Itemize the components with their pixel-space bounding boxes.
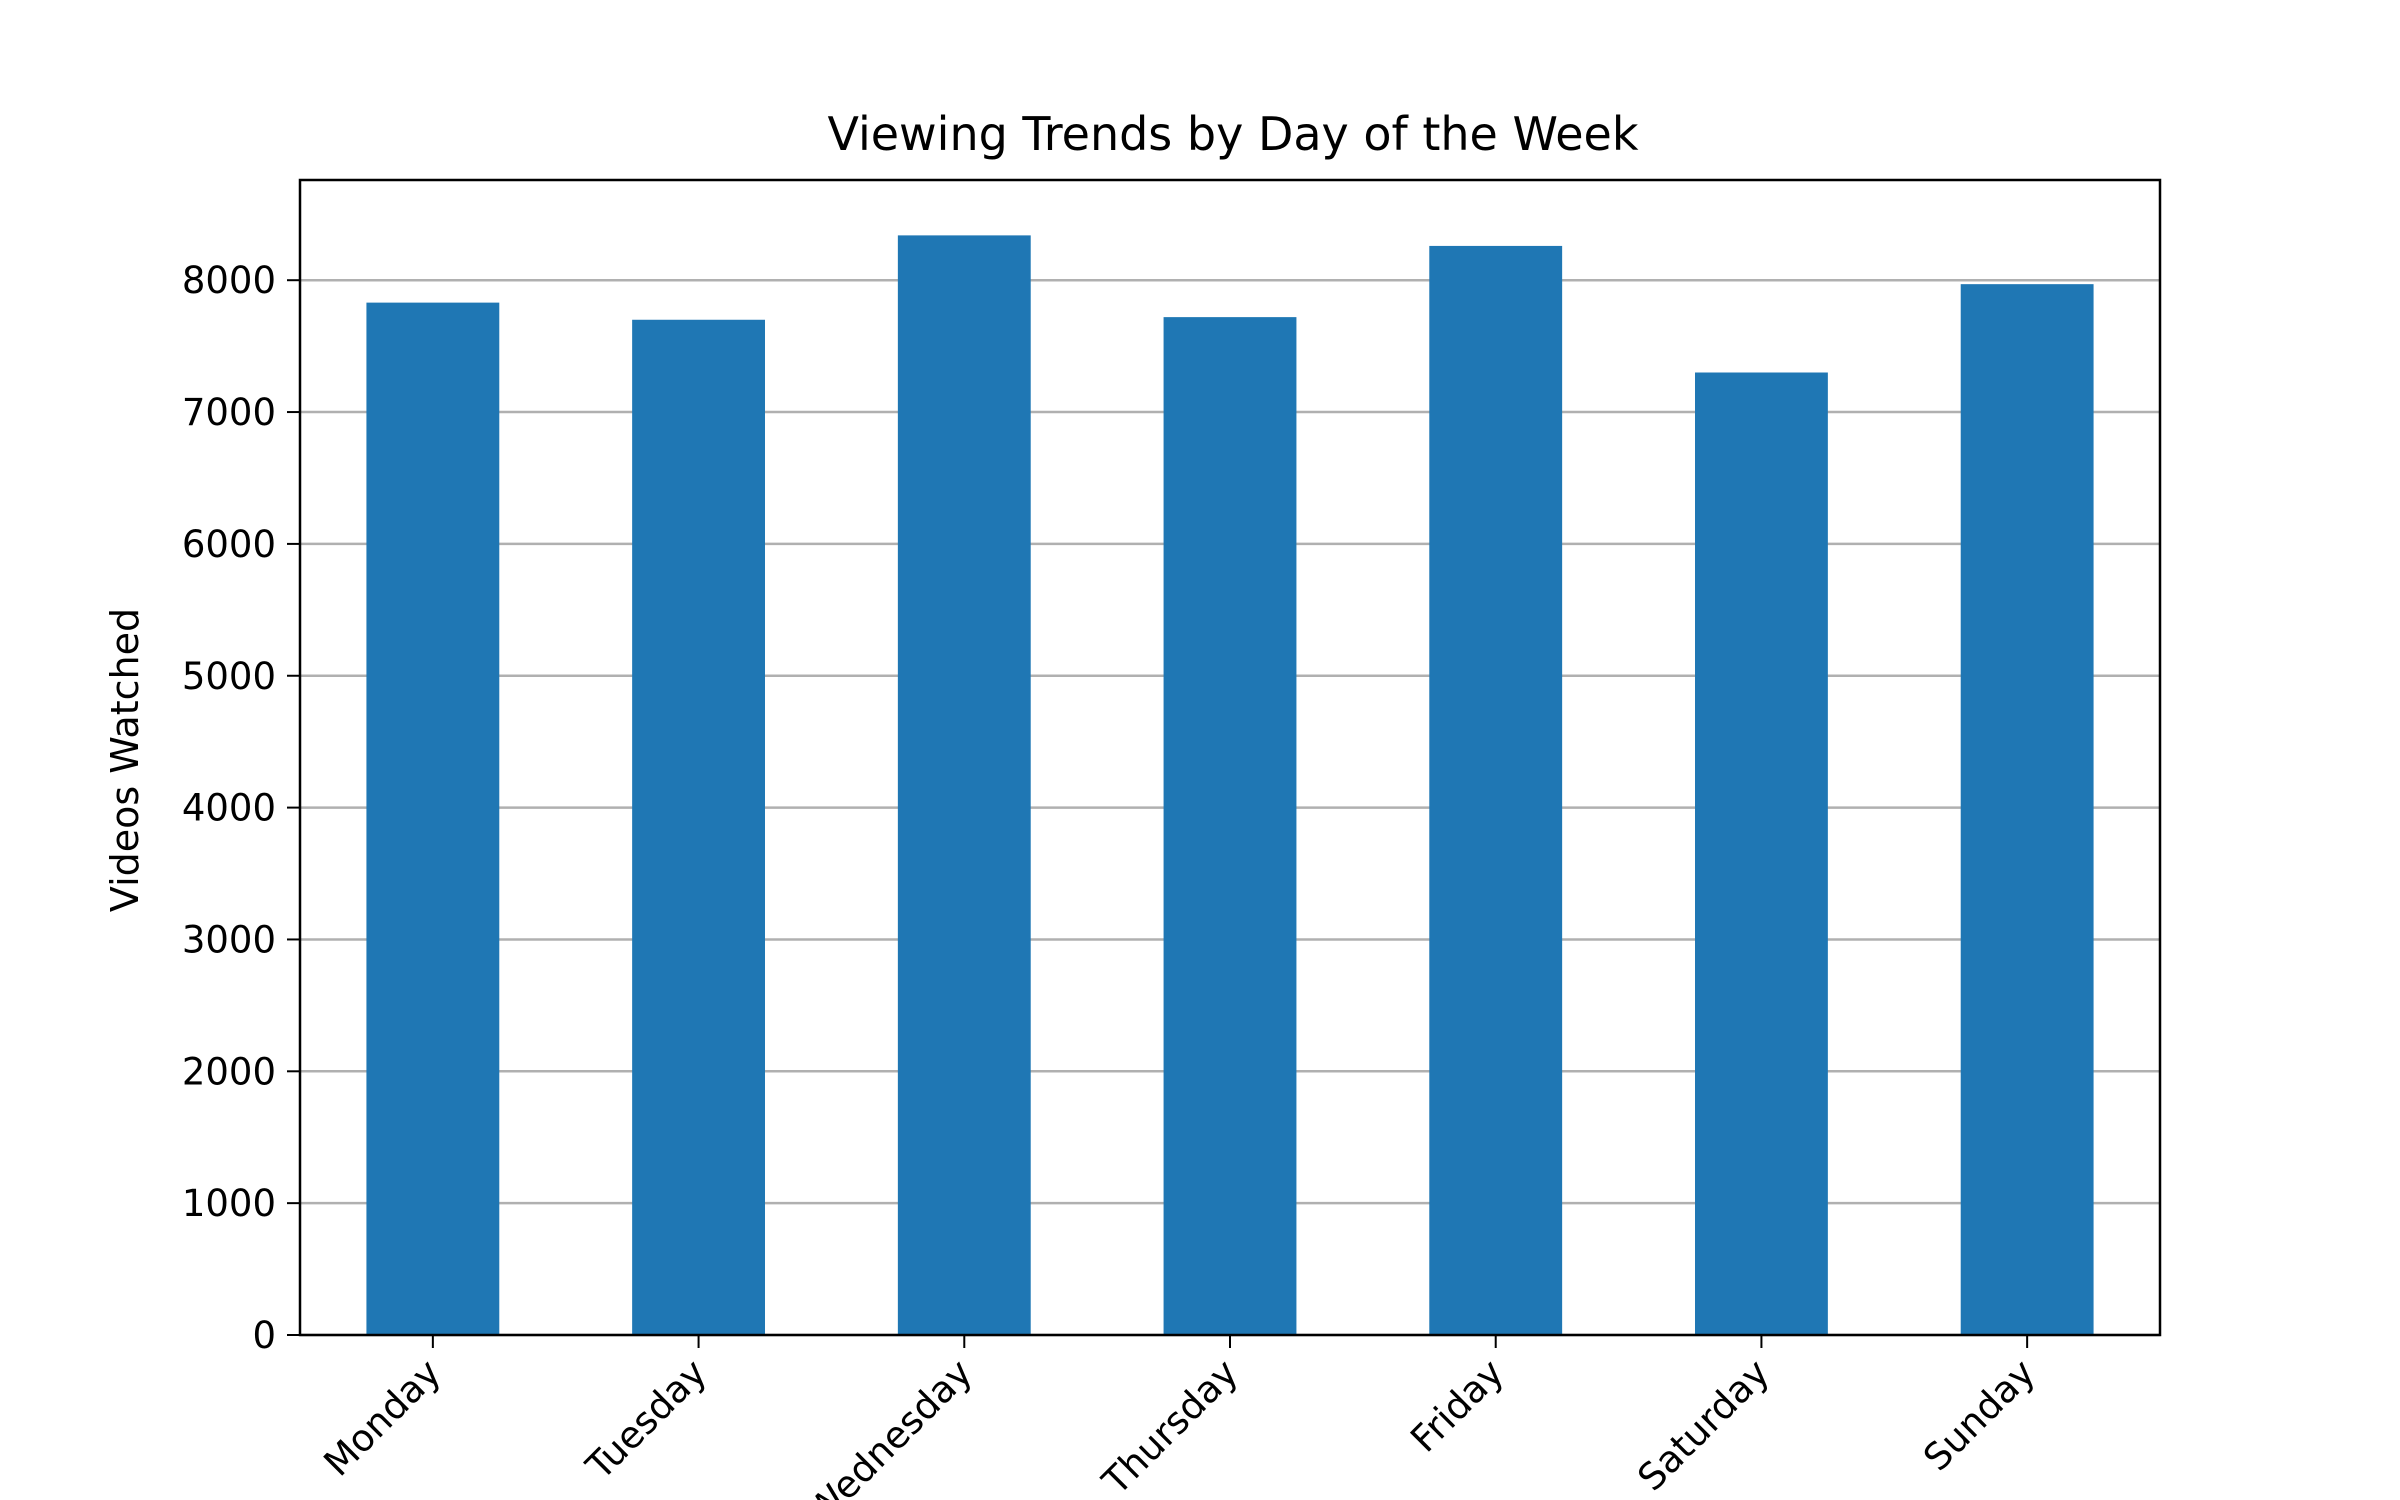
bar-tuesday [632, 319, 765, 1336]
bar-thursday [1163, 317, 1297, 1335]
bar-monday [366, 302, 500, 1335]
y-tick-label: 3000 [182, 918, 276, 961]
y-tick-label: 6000 [182, 523, 276, 566]
x-tick-label: Sunday [1915, 1351, 2043, 1479]
y-tick-label: 7000 [182, 391, 276, 434]
bar-saturday [1695, 372, 1828, 1335]
y-tick-label: 4000 [182, 787, 276, 830]
y-tick-label: 8000 [182, 259, 276, 302]
x-tick-label: Tuesday [577, 1351, 715, 1489]
x-tick-label: Thursday [1094, 1351, 1247, 1500]
bar-wednesday [897, 235, 1031, 1335]
bar-friday [1429, 245, 1563, 1335]
y-tick-label: 5000 [182, 655, 276, 698]
y-axis-label: Videos Watched [103, 608, 147, 912]
x-axis-ticks: Monday Tuesday Wednesday Thursday Friday Satu… [316, 1335, 2044, 1500]
bars [366, 235, 2094, 1336]
y-tick-label: 2000 [182, 1050, 276, 1093]
x-tick-label: Friday [1402, 1351, 1512, 1461]
y-tick-label: 0 [252, 1314, 276, 1357]
x-tick-label: Monday [316, 1351, 450, 1485]
x-tick-label: Wednesday [799, 1351, 981, 1500]
y-tick-label: 1000 [182, 1182, 276, 1225]
y-axis-ticks: 0 1000 2000 3000 4000 5000 6000 7000 8000 [182, 259, 300, 1357]
x-tick-label: Saturday [1629, 1351, 1777, 1499]
bar-sunday [1960, 284, 2094, 1336]
chart-title: Viewing Trends by Day of the Week [828, 107, 1639, 161]
